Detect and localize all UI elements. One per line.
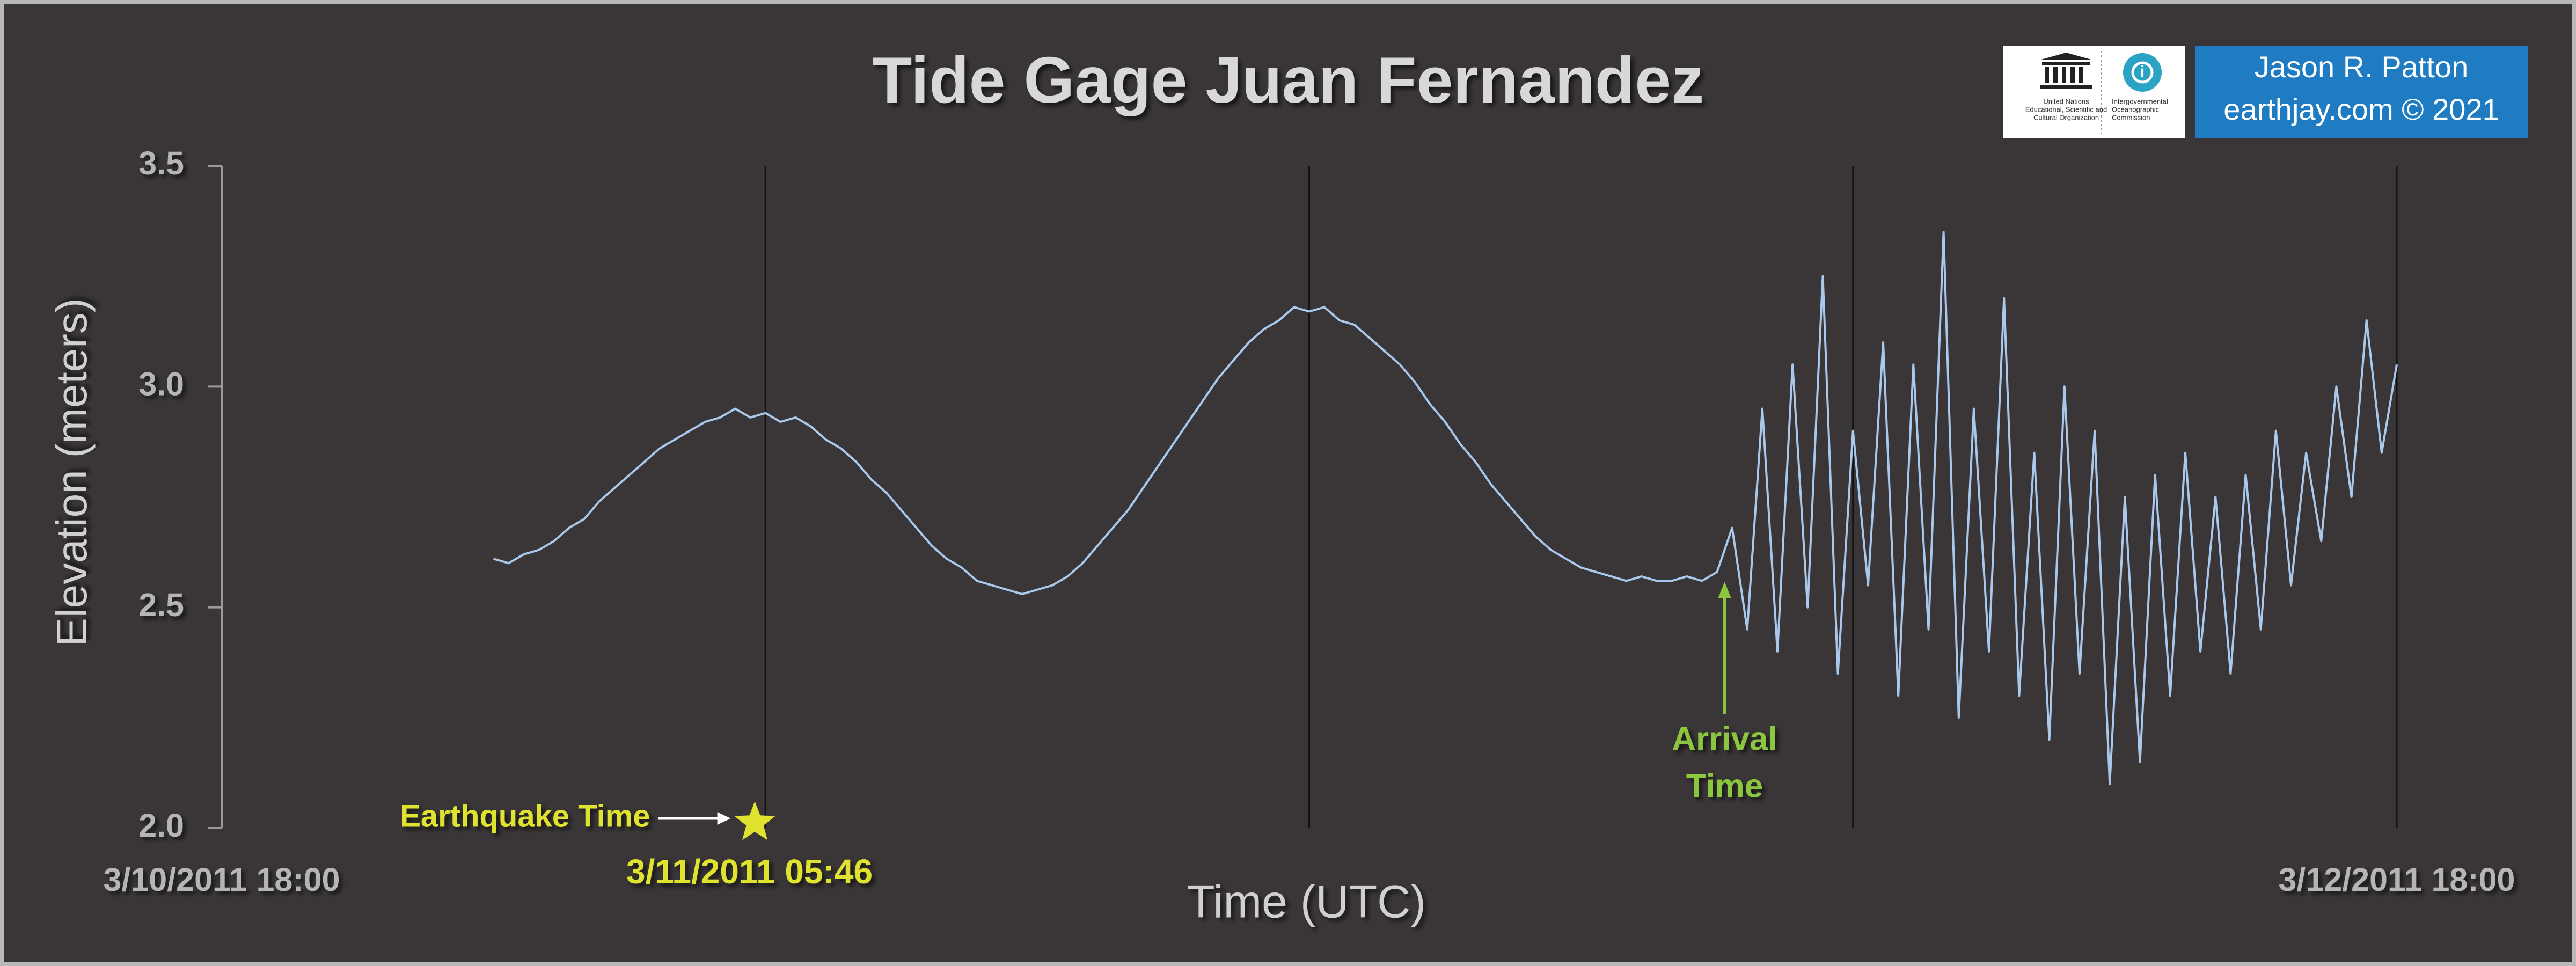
unesco-caption: United Nations <box>2043 97 2089 105</box>
y-tick-label: 3.5 <box>138 145 184 181</box>
credit-box <box>2195 46 2528 138</box>
ioc-caption: Intergovernmental <box>2112 97 2168 105</box>
unesco-caption: Cultural Organization <box>2033 113 2099 121</box>
ioc-caption: Commission <box>2112 113 2150 121</box>
earthquake-star <box>734 801 775 840</box>
y-tick-label: 2.5 <box>138 587 184 623</box>
y-axis-title: Elevation (meters) <box>48 298 96 646</box>
arrival-annotation: Time <box>1686 767 1763 804</box>
credit-author: Jason R. Patton <box>2255 50 2468 84</box>
credit-site: earthjay.com © 2021 <box>2223 92 2499 126</box>
unesco-logo <box>2039 53 2093 89</box>
ioc-logo-ring <box>2131 61 2154 84</box>
chart-title: Tide Gage Juan Fernandez <box>872 43 1704 116</box>
ioc-caption: Oceanographic <box>2112 105 2160 113</box>
tide-line <box>493 231 2398 785</box>
ioc-logo <box>2123 53 2162 92</box>
x-tick-label: 3/12/2011 18:00 <box>2279 861 2515 898</box>
ioc-logo-glyph: i <box>2140 63 2145 80</box>
earthquake-arrowhead <box>717 812 731 825</box>
unesco-caption: Educational, Scientific and <box>2025 105 2107 113</box>
y-tick-label: 2.0 <box>138 807 184 844</box>
y-tick-label: 3.0 <box>138 365 184 402</box>
unesco-box <box>2003 46 2185 138</box>
arrival-arrowhead <box>1718 582 1731 598</box>
earthquake-annotation: Earthquake Time <box>400 799 650 833</box>
x-axis-title: Time (UTC) <box>1187 876 1426 928</box>
earthquake-time-label: 3/11/2011 05:46 <box>626 852 873 891</box>
x-tick-label: 3/10/2011 18:00 <box>104 861 340 898</box>
arrival-annotation: Arrival <box>1672 720 1777 757</box>
